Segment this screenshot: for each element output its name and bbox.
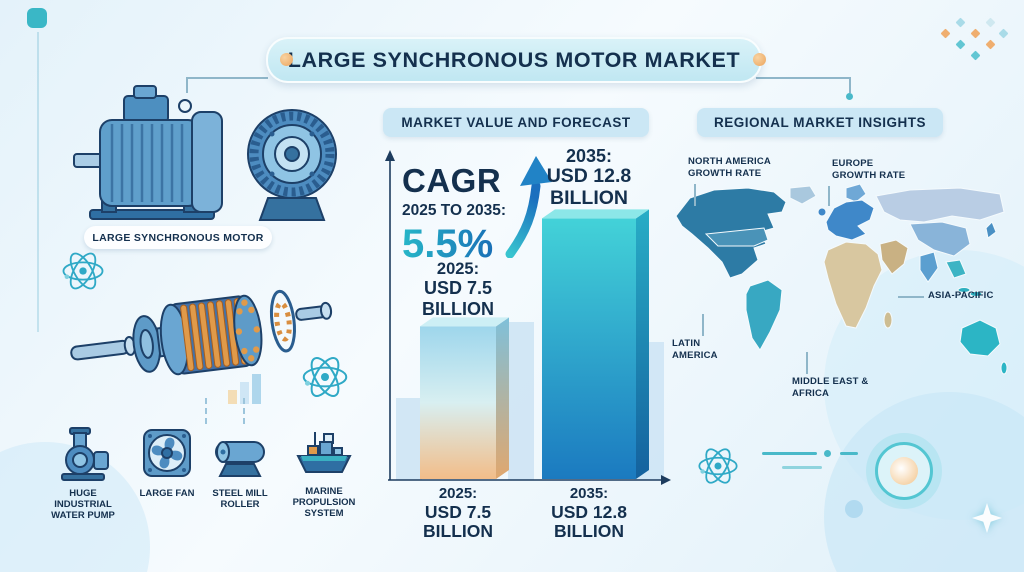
- banner-connector-right: [756, 77, 850, 79]
- axis-label-2025: 2025: USD 7.5 BILLION: [423, 485, 493, 542]
- application-label: MARINE PROPULSION SYSTEM: [292, 486, 356, 520]
- map-new-zealand: [1000, 361, 1008, 375]
- map-madagascar: [883, 311, 893, 329]
- application-label: HUGE INDUSTRIAL WATER PUMP: [51, 488, 115, 522]
- bar-annotation-2035: 2035: USD 12.8 BILLION: [546, 146, 632, 209]
- atom-icon: [698, 444, 738, 488]
- dash-dot: [824, 450, 831, 457]
- ship-icon: [296, 432, 352, 473]
- cagr-label: CAGR: [402, 162, 502, 199]
- small-circle-decoration: [845, 500, 863, 518]
- label-middle-east-africa: MIDDLE EAST & AFRICA: [792, 376, 869, 399]
- leader-line: [694, 184, 696, 206]
- banner-connector-left: [186, 77, 268, 79]
- motor-front-illustration: [247, 109, 337, 221]
- map-indonesia: [969, 291, 983, 297]
- label-north-america: NORTH AMERICA GROWTH RATE: [688, 156, 771, 179]
- map-europe: [825, 199, 875, 241]
- banner-connector-left-drop: [186, 77, 188, 93]
- map-japan: [985, 221, 997, 239]
- map-southeast-asia: [945, 259, 967, 279]
- market-section-title: MARKET VALUE AND FORECAST: [401, 115, 631, 130]
- map-india: [919, 251, 939, 283]
- sparkle-icon: [972, 503, 1002, 533]
- leader-line: [828, 186, 830, 206]
- growth-arrow-icon: [505, 156, 552, 258]
- application-label: STEEL MILL ROLLER: [212, 488, 268, 511]
- cagr-block: CAGR 2025 TO 2035: 5.5%: [402, 162, 506, 267]
- label-asia-pacific: ASIA-PACIFIC: [928, 290, 994, 301]
- label-latin-america: LATIN AMERICA: [672, 338, 718, 361]
- map-us-band: [704, 227, 769, 247]
- map-middle-east: [879, 239, 909, 275]
- title-banner: LARGE SYNCHRONOUS MOTOR MARKET: [266, 37, 766, 83]
- regional-section-header: REGIONAL MARKET INSIGHTS: [697, 108, 943, 137]
- corner-square-decoration: [27, 8, 47, 28]
- bar-chart: [385, 150, 671, 485]
- map-scandinavia: [845, 183, 867, 203]
- connector-dashed-line: [205, 398, 207, 424]
- motor-side-illustration: [73, 85, 223, 220]
- market-section-header: MARKET VALUE AND FORECAST: [383, 108, 649, 137]
- chart-axes: [385, 150, 671, 485]
- dash-decoration: [840, 452, 858, 455]
- dash-decoration: [762, 452, 817, 455]
- regional-section-title: REGIONAL MARKET INSIGHTS: [713, 115, 926, 130]
- axis-label-2035: 2035: USD 12.8 BILLION: [551, 485, 627, 542]
- map-russia: [875, 187, 1005, 223]
- left-edge-line: [37, 32, 39, 332]
- connector-dashed-line: [243, 398, 245, 424]
- water-pump-icon: [61, 427, 109, 481]
- map-greenland: [789, 185, 817, 205]
- dash-decoration: [782, 466, 822, 469]
- leader-line: [702, 314, 704, 336]
- banner-dot-right: [753, 53, 766, 66]
- banner-dot-left: [280, 53, 293, 66]
- chart-bars: [420, 209, 649, 479]
- motor-label-pill: LARGE SYNCHRONOUS MOTOR: [84, 226, 272, 249]
- map-indonesia: [957, 287, 971, 293]
- map-australia: [959, 319, 1001, 357]
- cagr-period: 2025 TO 2035:: [402, 202, 506, 219]
- map-south-america: [745, 279, 783, 351]
- map-africa: [823, 241, 883, 329]
- page-title: LARGE SYNCHRONOUS MOTOR MARKET: [287, 47, 741, 72]
- map-central-asia: [909, 221, 971, 257]
- bar-annotation-2025: 2025: USD 7.5 BILLION: [422, 260, 494, 319]
- application-label: LARGE FAN: [139, 488, 195, 499]
- connector-dot: [846, 93, 853, 100]
- motor-label: LARGE SYNCHRONOUS MOTOR: [92, 231, 264, 244]
- banner-connector-right-drop: [849, 77, 851, 93]
- steel-roller-icon: [215, 441, 265, 477]
- leader-line: [806, 352, 808, 374]
- label-europe: EUROPE GROWTH RATE: [832, 158, 906, 181]
- glow-circle: [866, 433, 942, 509]
- rotor-exploded-illustration: [70, 289, 333, 376]
- map-uk: [817, 207, 827, 217]
- cagr-value: 5.5%: [402, 222, 506, 267]
- fan-icon: [143, 429, 191, 477]
- world-map: [675, 183, 1008, 375]
- leader-line: [898, 296, 924, 298]
